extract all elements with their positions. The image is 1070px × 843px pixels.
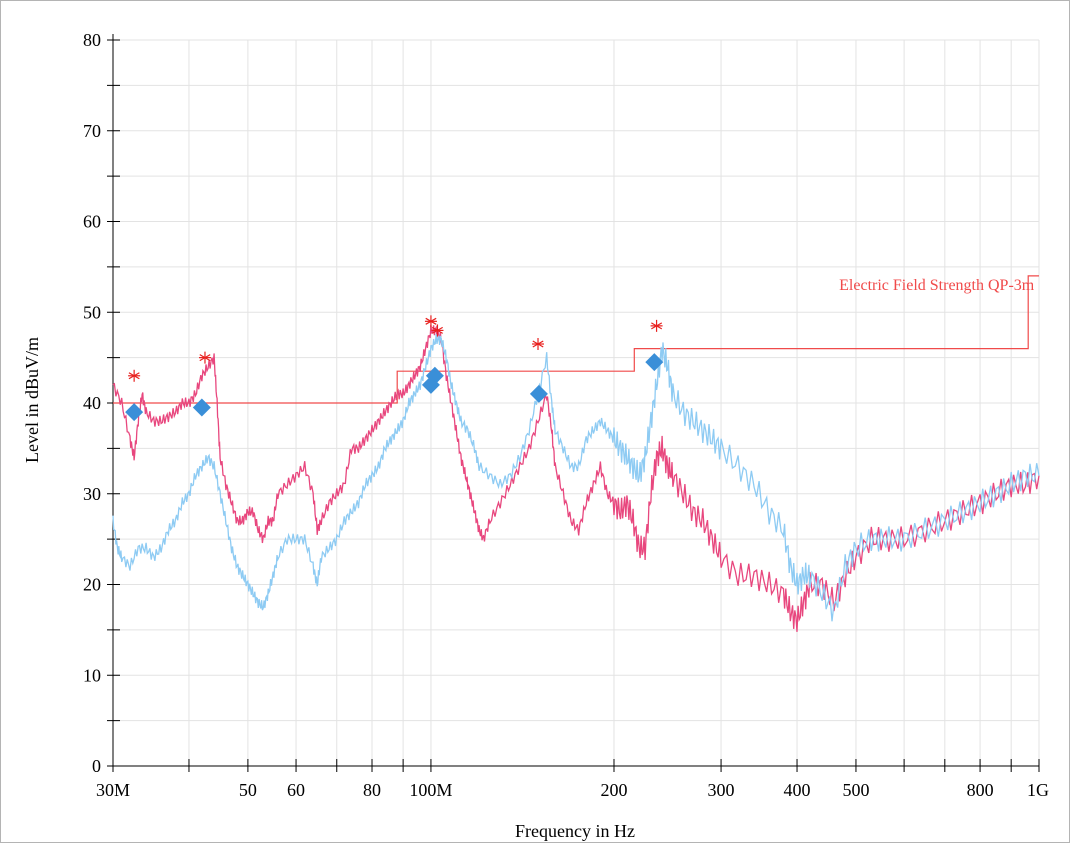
qp-marker bbox=[125, 403, 144, 422]
x-tick-label: 30M bbox=[96, 780, 130, 800]
y-tick-label: 80 bbox=[83, 30, 101, 50]
y-tick-label: 50 bbox=[83, 302, 101, 322]
x-tick-label: 300 bbox=[708, 780, 735, 800]
series-line bbox=[112, 334, 1040, 622]
axes bbox=[107, 34, 1040, 772]
qp-marker bbox=[192, 398, 211, 417]
series-group bbox=[112, 325, 1040, 632]
y-tick-label: 40 bbox=[83, 393, 101, 413]
y-tick-label: 70 bbox=[83, 121, 101, 141]
x-tick-label: 800 bbox=[967, 780, 994, 800]
peak-marker bbox=[650, 319, 663, 332]
x-axis-title: Frequency in Hz bbox=[515, 821, 635, 841]
peak-marker bbox=[431, 324, 444, 337]
x-tick-label: 80 bbox=[363, 780, 381, 800]
x-tick-label: 50 bbox=[239, 780, 257, 800]
x-tick-label: 500 bbox=[842, 780, 869, 800]
x-tick-label: 1G bbox=[1027, 780, 1049, 800]
x-tick-label: 100M bbox=[409, 780, 452, 800]
peak-marker bbox=[532, 338, 545, 351]
y-tick-labels: 0 10 20 30 40 50 60 70 80 bbox=[83, 30, 101, 776]
marker-group bbox=[125, 315, 664, 422]
peak-marker bbox=[128, 369, 141, 382]
series-line bbox=[112, 325, 1040, 632]
y-tick-label: 10 bbox=[83, 665, 101, 685]
qp-marker bbox=[425, 366, 444, 385]
qp-marker bbox=[645, 353, 664, 372]
y-tick-label: 60 bbox=[83, 212, 101, 232]
qp-marker bbox=[529, 384, 548, 403]
y-axis-title: Level in dBuV/m bbox=[22, 337, 42, 463]
x-tick-label: 200 bbox=[600, 780, 627, 800]
peak-marker bbox=[424, 315, 437, 328]
y-tick-label: 30 bbox=[83, 484, 101, 504]
limit-line-label: Electric Field Strength QP-3m bbox=[839, 277, 1035, 294]
grid bbox=[113, 39, 1040, 766]
limit-line-group: Electric Field Strength QP-3m bbox=[113, 275, 1039, 404]
x-tick-label: 60 bbox=[287, 780, 305, 800]
limit-line bbox=[113, 275, 1039, 404]
x-tick-labels: 30M 50 60 80 100M 200 300 400 500 800 1G bbox=[96, 780, 1049, 800]
peak-marker bbox=[198, 351, 211, 364]
x-tick-label: 400 bbox=[784, 780, 811, 800]
y-tick-label: 0 bbox=[92, 756, 101, 776]
y-tick-label: 20 bbox=[83, 575, 101, 595]
